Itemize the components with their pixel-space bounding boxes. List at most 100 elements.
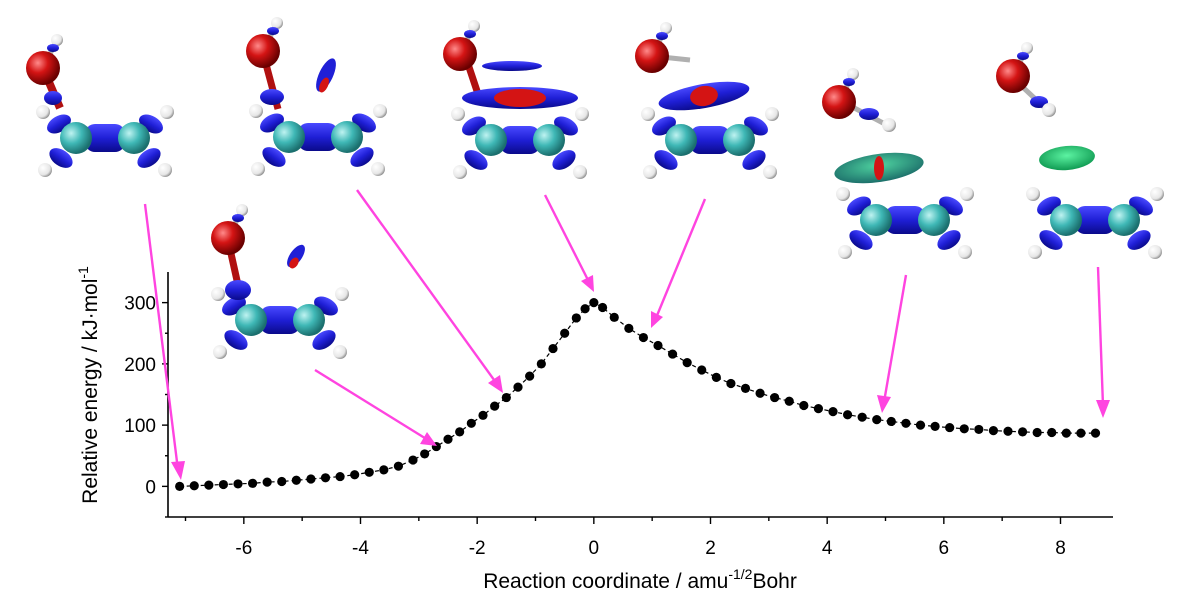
data-point [872,415,882,425]
x-tick-label: -4 [352,538,369,559]
data-point [548,343,558,354]
data-point [291,475,301,485]
data-point [828,407,838,417]
data-point [218,479,229,490]
data-point [711,372,721,382]
x-tick-label: -6 [235,538,252,559]
arrow-snapshot-5 [651,198,707,328]
data-point [1003,426,1013,436]
x-tick-label: -2 [469,538,486,559]
snapshot-2 [246,17,387,176]
data-point [262,477,272,487]
y-ticks: 0 100 200 300 [124,294,168,518]
data-point [393,461,404,471]
data-point [653,340,663,351]
data-point [697,365,707,375]
data-point [1076,428,1086,438]
data-point [1090,428,1101,438]
data-point [597,302,608,313]
data-point [364,467,374,477]
arrow-snapshot-4 [543,194,594,292]
data-point [466,418,476,428]
y-axis-title: Relative energy / kJ·mol-1 [75,266,102,504]
data-point [525,371,535,381]
data-point [1061,428,1071,438]
data-point [624,323,634,333]
data-point [842,410,853,420]
data-point [988,426,999,436]
arrow-reactant [143,203,185,480]
arrow-inset [314,368,437,446]
data-point [513,382,523,392]
snapshot-4 [443,20,589,179]
data-point [799,400,809,411]
data-point [490,401,500,411]
snapshot-product [996,42,1164,259]
data-point [755,388,765,398]
data-point [1017,427,1028,437]
snapshot-reactant [26,34,174,177]
data-point [959,424,969,434]
snapshot-3-inset [211,204,349,359]
x-tick-label: 4 [822,538,833,559]
data-point [667,349,678,359]
arrow-snapshot-6 [877,274,908,413]
data-point [350,470,360,480]
x-tick-label: 2 [705,538,716,559]
data-point [886,416,896,427]
data-point [930,421,940,431]
x-tick-label: 0 [589,538,600,559]
arrow-snapshot-2 [356,189,503,393]
data-point [320,473,331,483]
data-point [204,480,214,490]
x-axis-title: Reaction coordinate / amu-1/2Bohr [483,566,797,593]
data-point [501,392,511,403]
data-point [189,481,199,491]
data-point [455,427,465,437]
data-point [682,358,692,368]
data-point [915,420,926,430]
data-point [408,455,418,465]
data-point [335,471,345,482]
data-point [175,481,185,491]
data-point [784,396,794,406]
data-point [306,474,316,484]
y-tick-label: 0 [145,477,156,498]
data-point [589,298,599,308]
x-tick-label: 8 [1055,538,1066,559]
data-point [901,418,911,428]
snapshot-6 [822,68,974,259]
data-point [857,412,867,422]
data-point [813,403,824,414]
data-point [420,449,430,459]
data-point [536,359,546,369]
data-point [1032,427,1042,438]
y-tick-label: 200 [124,355,156,376]
data-point [638,332,649,343]
annotation-arrows [143,189,1110,480]
x-ticks: -6 -4 -2 0 2 4 6 8 [184,517,1066,559]
data-point [609,312,619,322]
data-point [571,313,581,323]
data-point [974,424,984,435]
data-point [560,328,570,338]
data-point [726,378,736,389]
data-point [247,478,258,488]
data-point [740,383,751,393]
y-tick-label: 300 [124,294,156,315]
data-point [478,410,488,420]
data-points [175,298,1101,491]
data-point [233,479,243,489]
x-tick-label: 6 [939,538,950,559]
plot-area: 0 100 200 300 -6 -4 -2 0 2 4 6 8 Reaction coordina… [75,266,1113,593]
data-point [945,422,955,433]
arrow-product [1096,266,1110,418]
snapshot-5 [635,22,779,179]
data-point [580,304,590,314]
data-point [379,465,389,475]
data-point [1047,427,1057,438]
y-tick-label: 100 [124,416,156,437]
data-point [277,476,287,487]
data-point [443,434,453,444]
